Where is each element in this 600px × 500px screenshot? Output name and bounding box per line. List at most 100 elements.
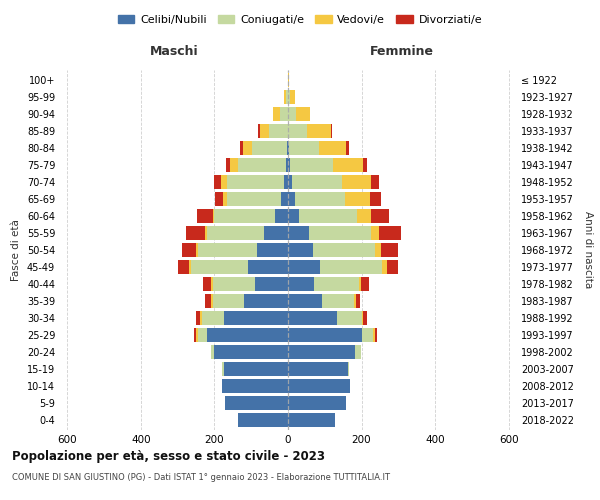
Bar	[224, 362, 288, 376]
Text: Popolazione per età, sesso e stato civile - 2023: Popolazione per età, sesso e stato civil…	[12, 450, 325, 463]
Bar	[214, 175, 221, 189]
Bar	[333, 158, 362, 172]
Bar	[288, 141, 289, 155]
Bar	[196, 243, 198, 257]
Legend: Celibi/Nubili, Coniugati/e, Vedovi/e, Divorziati/e: Celibi/Nubili, Coniugati/e, Vedovi/e, Di…	[113, 10, 487, 29]
Bar	[288, 294, 322, 308]
Bar	[214, 209, 275, 223]
Bar	[264, 226, 288, 240]
Bar	[194, 328, 196, 342]
Bar	[375, 243, 380, 257]
Bar	[212, 209, 214, 223]
Bar	[189, 260, 191, 274]
Bar	[227, 175, 284, 189]
Bar	[244, 294, 288, 308]
Bar	[226, 158, 230, 172]
Bar	[198, 328, 207, 342]
Bar	[191, 260, 248, 274]
Bar	[221, 175, 227, 189]
Bar	[215, 192, 223, 206]
Bar	[243, 141, 253, 155]
Bar	[269, 124, 287, 138]
Bar	[284, 175, 288, 189]
Bar	[362, 311, 364, 325]
Bar	[211, 345, 214, 359]
Bar	[273, 107, 280, 121]
Bar	[198, 243, 257, 257]
Text: COMUNE DI SAN GIUSTINO (PG) - Dati ISTAT 1° gennaio 2023 - Elaborazione TUTTITAL: COMUNE DI SAN GIUSTINO (PG) - Dati ISTAT…	[12, 472, 390, 482]
Bar	[222, 379, 288, 393]
Bar	[223, 192, 227, 206]
Bar	[296, 107, 310, 121]
Bar	[288, 413, 335, 427]
Bar	[238, 413, 288, 427]
Bar	[347, 362, 349, 376]
Bar	[354, 294, 356, 308]
Bar	[382, 260, 386, 274]
Bar	[182, 243, 196, 257]
Text: Maschi: Maschi	[149, 45, 199, 58]
Bar	[222, 362, 224, 376]
Bar	[386, 260, 398, 274]
Bar	[292, 175, 343, 189]
Bar	[288, 90, 290, 104]
Bar	[227, 192, 281, 206]
Bar	[226, 396, 288, 410]
Bar	[286, 158, 288, 172]
Bar	[203, 277, 211, 291]
Bar	[290, 158, 333, 172]
Bar	[248, 260, 288, 274]
Y-axis label: Anni di nascita: Anni di nascita	[583, 212, 593, 288]
Bar	[289, 107, 296, 121]
Bar	[288, 226, 310, 240]
Bar	[288, 362, 347, 376]
Y-axis label: Fasce di età: Fasce di età	[11, 219, 21, 281]
Bar	[307, 124, 331, 138]
Bar	[373, 328, 375, 342]
Bar	[290, 90, 295, 104]
Bar	[288, 243, 313, 257]
Bar	[337, 311, 362, 325]
Bar	[320, 260, 382, 274]
Bar	[288, 379, 350, 393]
Text: Femmine: Femmine	[370, 45, 434, 58]
Bar	[205, 226, 207, 240]
Bar	[299, 209, 357, 223]
Bar	[197, 209, 212, 223]
Bar	[356, 294, 361, 308]
Bar	[371, 209, 389, 223]
Bar	[359, 277, 361, 291]
Bar	[288, 158, 290, 172]
Bar	[289, 141, 319, 155]
Bar	[364, 311, 367, 325]
Bar	[362, 328, 373, 342]
Bar	[288, 277, 314, 291]
Bar	[288, 396, 346, 410]
Bar	[362, 158, 367, 172]
Bar	[288, 345, 355, 359]
Bar	[375, 328, 377, 342]
Bar	[322, 294, 354, 308]
Bar	[211, 277, 212, 291]
Bar	[260, 124, 269, 138]
Bar	[196, 328, 198, 342]
Bar	[211, 294, 212, 308]
Bar	[343, 175, 371, 189]
Bar	[240, 141, 243, 155]
Bar	[196, 311, 200, 325]
Bar	[202, 311, 224, 325]
Bar	[287, 141, 288, 155]
Bar	[380, 243, 398, 257]
Bar	[205, 294, 211, 308]
Bar	[310, 226, 371, 240]
Bar	[286, 90, 288, 104]
Bar	[295, 192, 346, 206]
Bar	[357, 209, 371, 223]
Bar	[200, 311, 202, 325]
Bar	[238, 158, 286, 172]
Bar	[281, 192, 288, 206]
Bar	[214, 345, 288, 359]
Bar	[319, 141, 346, 155]
Bar	[361, 277, 369, 291]
Bar	[207, 328, 288, 342]
